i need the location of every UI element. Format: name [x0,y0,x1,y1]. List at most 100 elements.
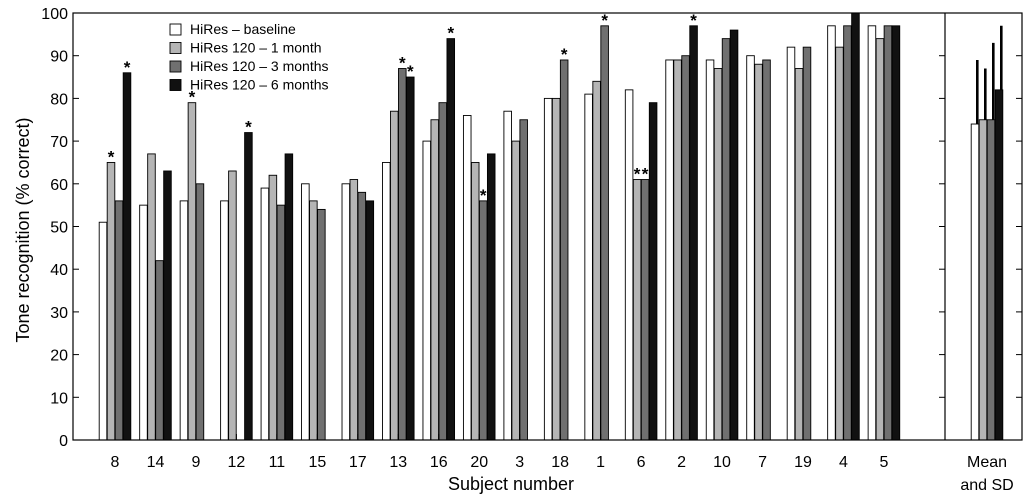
x-tick-label: 11 [269,454,286,471]
bar [827,25,836,441]
bar [398,68,407,441]
mean-sd-panel: Mean and SD [960,25,1014,494]
bar [446,38,456,441]
bar [665,59,674,441]
legend-label: HiRes 120 – 1 month [190,40,322,56]
legend-swatch [169,60,182,73]
bar [746,55,755,441]
legend-label: HiRes 120 – 3 months [190,58,329,74]
bar [462,115,472,441]
bar [438,102,448,441]
bar [551,97,561,441]
bar [155,260,164,441]
bar [851,12,860,441]
bar [244,132,253,441]
bar [867,25,877,441]
y-tick-label: 0 [59,433,68,450]
bar [786,46,796,441]
bar [122,72,132,441]
bar [681,55,690,441]
bar [648,102,658,441]
bar [883,25,893,441]
bar [390,110,399,441]
bar [430,119,440,441]
y-axis-title: Tone recognition (% correct) [13,117,33,342]
y-tick-label: 20 [50,348,68,365]
x-tick-label: 16 [430,454,448,471]
significance-marker: * [407,62,414,81]
y-tick-label: 90 [50,49,68,66]
x-tick-label: 15 [308,454,326,471]
bar [309,200,318,441]
x-tick-label: 8 [111,454,120,471]
significance-marker: * [245,118,252,137]
y-tick-label: 40 [50,262,68,279]
bar [114,200,124,441]
bar [284,153,294,441]
mean-bar [994,89,1004,441]
bar [187,102,197,441]
bar [519,119,528,441]
bar [843,25,852,441]
bar [802,46,812,441]
bar [673,59,682,441]
y-tick-label: 70 [50,134,68,151]
significance-marker: * [447,24,454,43]
x-tick-label: 12 [228,454,246,471]
bar [721,38,731,441]
significance-marker: * [480,186,487,205]
bar [147,153,156,441]
bar [875,38,885,441]
bar [357,191,367,441]
summary-label-sd: and SD [960,477,1013,494]
significance-marker: * [189,88,196,107]
bar [406,76,415,441]
bar [600,25,609,441]
bar [624,89,634,441]
bar [584,93,593,441]
y-tick-label: 80 [50,91,68,108]
bar [163,170,172,441]
y-tick-label: 50 [50,220,68,237]
bar [106,161,116,441]
bar [276,204,286,441]
bar [220,200,229,441]
legend-swatch [169,42,182,54]
y-tick-label: 60 [50,177,68,194]
bar [559,59,569,441]
x-tick-label: 1 [596,454,605,471]
bar [486,153,496,441]
bar [260,187,270,441]
significance-marker: * [690,11,697,30]
x-tick-label: 7 [758,454,767,471]
significance-marker: * [601,11,608,30]
legend-label: HiRes 120 – 6 months [190,77,329,93]
bar [301,183,310,441]
x-tick-label: 9 [191,454,200,471]
bars-group: ***** ****** ** [98,11,901,441]
x-tick-label: 2 [677,454,686,471]
significance-marker: * [399,54,406,73]
x-tick-label: 17 [349,454,367,471]
bar [478,200,488,441]
x-tick-label: 13 [389,454,407,471]
bar [632,179,642,441]
bar [470,161,480,441]
bar [794,68,804,441]
bar [543,97,553,441]
y-tick-label: 100 [41,6,68,23]
bar [503,110,512,441]
x-tick-label: 14 [147,454,165,471]
legend-label: HiRes – baseline [190,21,296,37]
x-tick-label: 4 [839,454,848,471]
bar [382,161,391,441]
legend: HiRes – baseline HiRes 120 – 1 month HiRes… [169,21,329,93]
bar [195,183,205,441]
bar [349,179,359,441]
legend-swatch [169,23,182,36]
bar [179,200,189,441]
bar [422,140,432,441]
bar [729,29,739,441]
